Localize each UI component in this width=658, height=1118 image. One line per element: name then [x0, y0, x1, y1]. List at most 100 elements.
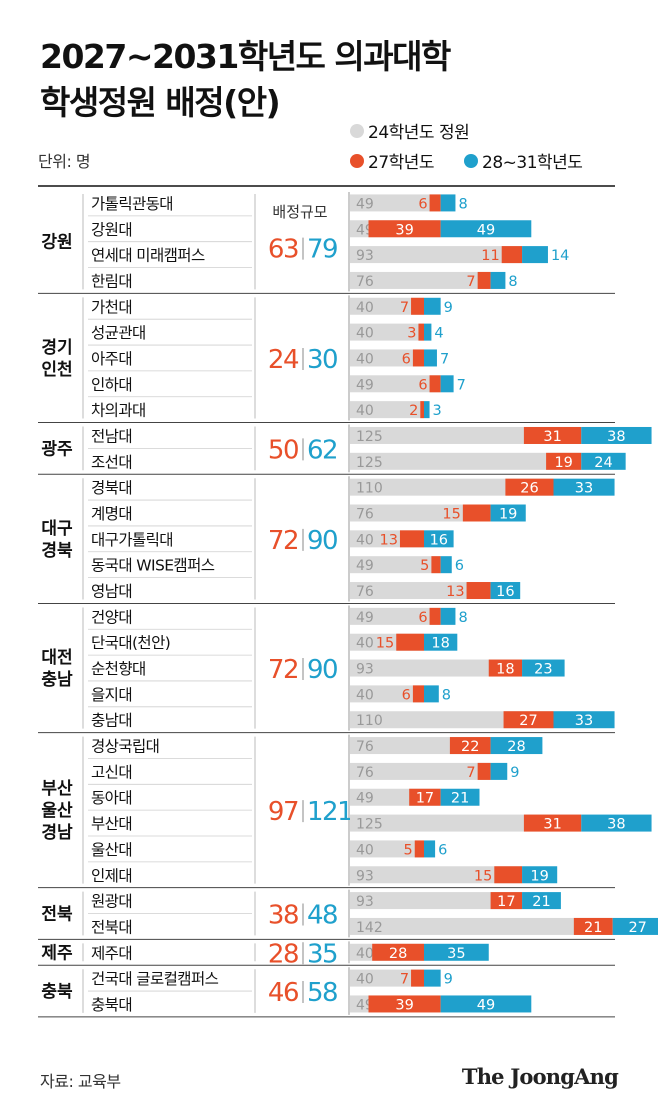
region-total-27: 63: [268, 235, 298, 265]
value-base: 49: [356, 791, 374, 807]
value-27: 21: [584, 920, 602, 936]
value-27: 26: [520, 481, 538, 497]
value-28: 8: [508, 274, 517, 290]
region-total-27: 72: [268, 526, 298, 556]
school-name: 건양대: [91, 608, 132, 626]
region-total-28: 30: [307, 345, 337, 375]
school-name: 을지대: [91, 686, 132, 704]
value-28: 19: [530, 868, 548, 884]
value-28: 33: [575, 481, 593, 497]
bar-28: [581, 452, 626, 470]
value-27: 31: [543, 817, 561, 833]
school-name: 동아대: [91, 789, 132, 807]
value-base: 49: [356, 558, 374, 574]
school-name: 동국대 WISE캠퍼스: [91, 557, 215, 575]
value-28: 49: [477, 997, 495, 1013]
bar-base: [350, 401, 424, 419]
school-name: 건국대 글로컬캠퍼스: [91, 970, 219, 988]
value-27: 17: [416, 791, 434, 807]
value-base: 142: [356, 920, 383, 936]
value-27: 2: [409, 403, 418, 419]
value-base: 40: [356, 532, 374, 548]
bar-base: [350, 917, 613, 935]
value-28: 14: [551, 248, 569, 264]
bar-base: [350, 762, 491, 780]
bar-28: [581, 814, 652, 832]
bar-28: [490, 504, 526, 522]
bar-27: [372, 943, 424, 961]
bar-base: [350, 866, 523, 884]
bar-28: [440, 220, 532, 238]
region-label: 대전 충남: [41, 648, 73, 690]
value-base: 40: [356, 636, 374, 652]
school-name: 제주대: [91, 944, 132, 962]
bar-base: [350, 297, 424, 315]
title-line-1: 2027~2031학년도 의과대학: [40, 37, 451, 76]
value-28: 49: [477, 222, 495, 238]
bar-27: [573, 917, 613, 935]
value-27: 5: [404, 842, 413, 858]
bar-base: [350, 659, 523, 677]
value-base: 40: [356, 972, 374, 988]
bar-base: [350, 194, 441, 212]
value-27: 6: [418, 377, 427, 393]
bar-base: [350, 426, 582, 444]
bar-base: [350, 478, 554, 496]
school-name: 고신대: [91, 763, 132, 781]
value-base: 125: [356, 817, 383, 833]
value-base: 93: [356, 662, 374, 678]
bar-28: [522, 246, 548, 264]
bar-27: [494, 866, 523, 884]
school-name: 단국대(천안): [91, 634, 170, 652]
region-label: 강원: [41, 233, 72, 253]
bar-28: [553, 478, 615, 496]
bar-28: [424, 530, 454, 548]
bar-28: [490, 582, 521, 600]
legend-label-28: 28~31학년도: [482, 153, 583, 173]
value-27: 7: [400, 300, 409, 316]
bar-28: [440, 607, 456, 625]
value-27: 39: [395, 222, 413, 238]
region-total-28: 62: [307, 435, 337, 465]
value-27: 15: [474, 868, 492, 884]
bar-28: [490, 762, 508, 780]
region-total-27: 50: [268, 435, 298, 465]
value-28: 24: [594, 455, 612, 471]
school-name: 인제대: [91, 867, 132, 885]
bar-28: [424, 401, 430, 419]
value-28: 4: [434, 326, 443, 342]
school-name: 경상국립대: [91, 738, 159, 756]
bar-28: [440, 995, 532, 1013]
value-27: 6: [402, 351, 411, 367]
value-27: 15: [442, 507, 460, 523]
value-base: 76: [356, 507, 374, 523]
scale-label: 배정규모: [272, 203, 327, 221]
bar-28: [553, 711, 615, 729]
value-base: 40: [356, 351, 374, 367]
bar-27: [414, 840, 424, 858]
bar-27: [462, 504, 491, 522]
bar-27: [420, 401, 424, 419]
school-name: 울산대: [91, 841, 132, 859]
legend-item-base: 24학년도 정원: [350, 118, 470, 143]
value-27: 5: [420, 558, 429, 574]
bar-28: [424, 943, 489, 961]
school-name: 전북대: [91, 918, 132, 936]
school-name: 성균관대: [91, 324, 146, 342]
value-28: 8: [458, 196, 467, 212]
value-28: 18: [431, 636, 449, 652]
value-27: 17: [497, 894, 515, 910]
legend-label-27: 27학년도: [368, 153, 435, 173]
region-label: 전북: [41, 905, 73, 925]
region-total-28: 79: [307, 235, 337, 265]
bar-base: [350, 969, 424, 987]
value-28: 9: [444, 972, 453, 988]
bar-27: [501, 246, 523, 264]
school-name: 한림대: [91, 272, 132, 290]
title-line-2: 학생정원 배정(안): [40, 83, 281, 122]
value-base: 49: [356, 377, 374, 393]
bar-28: [424, 297, 441, 315]
value-base: 76: [356, 274, 374, 290]
bar-27: [431, 556, 441, 574]
